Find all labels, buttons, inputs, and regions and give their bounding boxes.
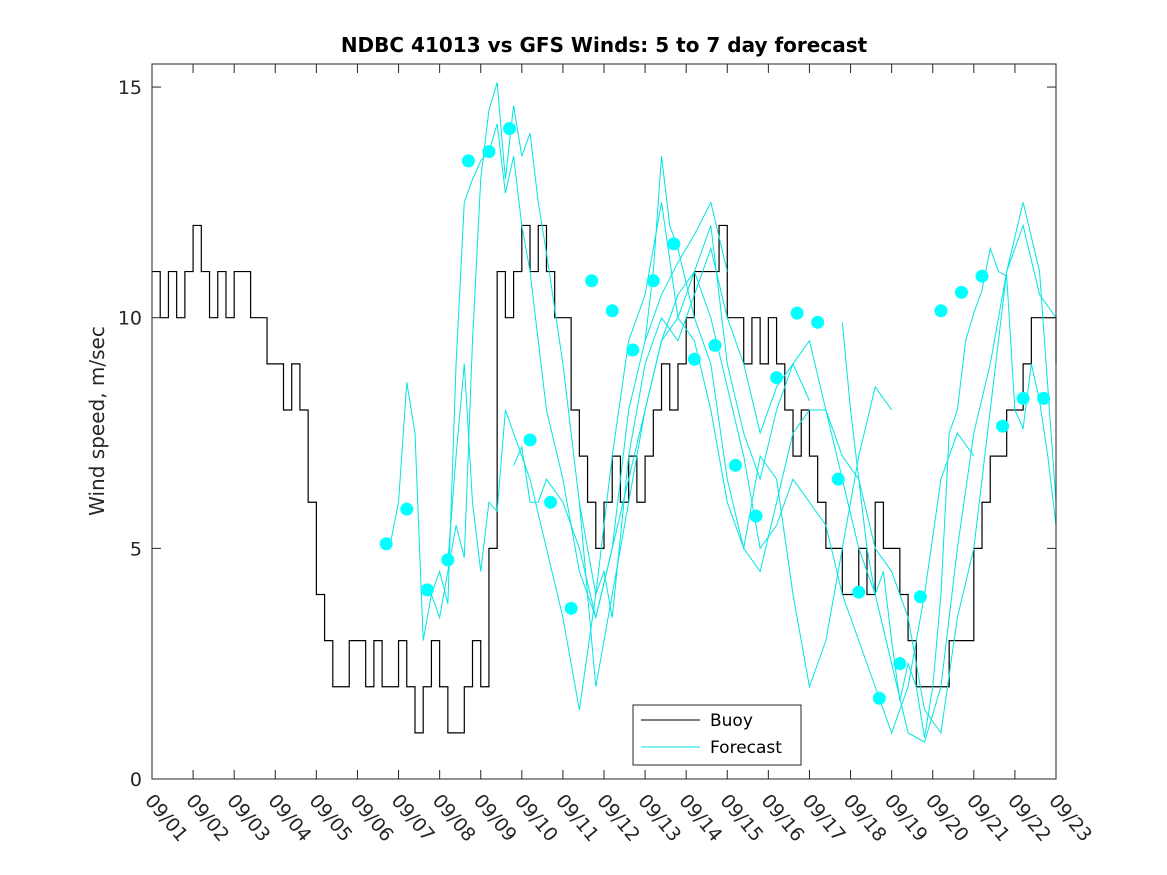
forecast-marker	[934, 304, 948, 318]
y-tick-label: 5	[130, 538, 142, 560]
series-layer	[152, 82, 1057, 743]
forecast-marker	[708, 338, 722, 352]
forecast-marker	[400, 502, 414, 516]
legend: Buoy Forecast	[632, 704, 802, 766]
forecast-marker	[626, 343, 640, 357]
forecast-marker	[790, 306, 804, 320]
forecast-marker	[811, 315, 825, 329]
forecast-marker	[605, 304, 619, 318]
marker-layer	[379, 122, 1051, 705]
forecast-marker	[831, 472, 845, 486]
forecast-marker	[749, 509, 763, 523]
plot-area	[152, 64, 1056, 779]
legend-label-forecast: Forecast	[710, 738, 782, 758]
chart-title: NDBC 41013 vs GFS Winds: 5 to 7 day fore…	[341, 33, 868, 57]
forecast-marker	[975, 269, 989, 283]
forecast-run-line-5	[578, 223, 1057, 735]
y-tick-label: 10	[118, 308, 142, 330]
forecast-marker	[420, 583, 434, 597]
buoy-series-line	[152, 224, 1057, 734]
forecast-marker	[544, 495, 558, 509]
forecast-marker	[523, 433, 537, 447]
forecast-marker	[852, 585, 866, 599]
forecast-marker	[564, 601, 578, 615]
forecast-marker	[461, 154, 475, 168]
legend-box	[632, 704, 802, 766]
y-axis-label: Wind speed, m/sec	[85, 326, 109, 516]
forecast-run-line-7	[841, 246, 1057, 738]
forecast-run-line-4	[513, 270, 975, 735]
forecast-marker	[996, 419, 1010, 433]
forecast-marker	[687, 352, 701, 366]
forecast-marker	[667, 237, 681, 251]
forecast-marker	[770, 371, 784, 385]
forecast-run-line-2	[430, 82, 810, 687]
forecast-marker	[1016, 391, 1030, 405]
y-tick-label: 15	[118, 77, 142, 99]
forecast-marker	[502, 122, 516, 136]
forecast-marker	[585, 274, 599, 288]
y-tick-label: 0	[130, 769, 142, 791]
forecast-marker	[913, 590, 927, 604]
forecast-marker	[728, 458, 742, 472]
forecast-marker	[954, 285, 968, 299]
forecast-marker	[379, 537, 393, 551]
forecast-marker	[872, 691, 886, 705]
forecast-marker	[482, 145, 496, 159]
forecast-marker	[893, 657, 907, 671]
forecast-marker	[441, 553, 455, 567]
forecast-marker	[1037, 391, 1051, 405]
forecast-run-line-3	[447, 202, 893, 710]
legend-label-buoy: Buoy	[710, 711, 753, 731]
forecast-marker	[646, 274, 660, 288]
forecast-run-line-6	[644, 156, 1057, 743]
